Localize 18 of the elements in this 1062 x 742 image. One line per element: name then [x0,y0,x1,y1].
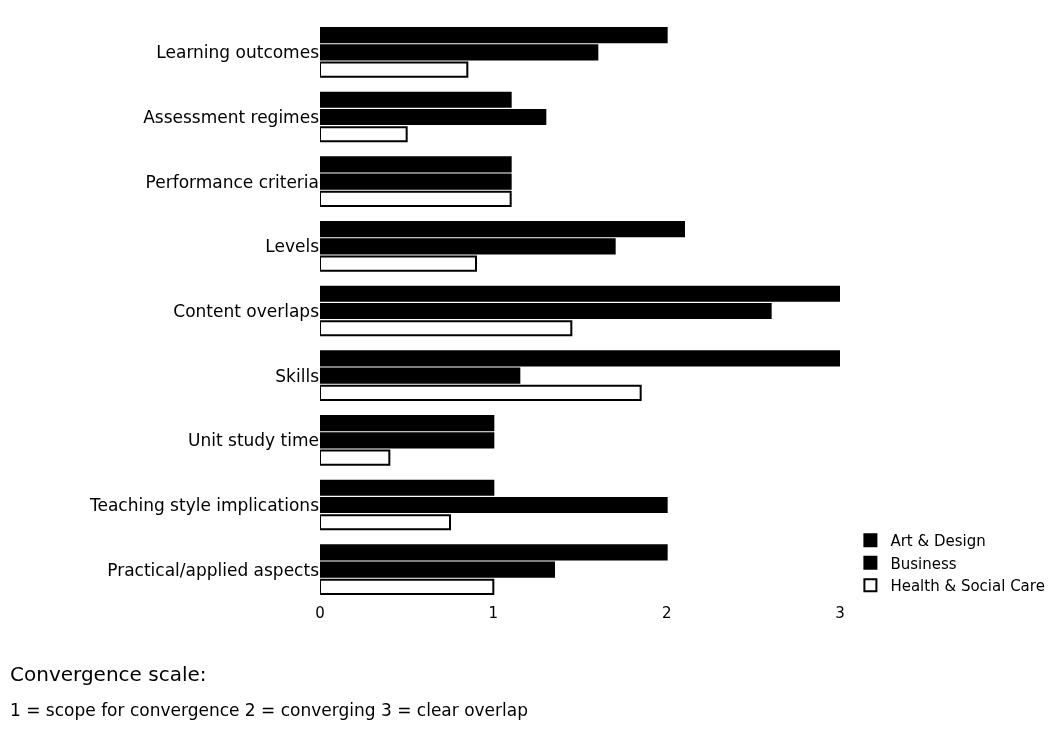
y-tick-label: Learning outcomes [156,42,320,63]
x-tick-label: 0 [315,604,325,622]
legend-label: Business [890,554,957,573]
x-tick-label: 1 [488,604,499,622]
y-tick-label: Practical/applied aspects [107,559,320,580]
legend-label: Health & Social Care [890,577,1045,596]
text: 1 = scope for convergence 2 = converging 3 = clear overlap [10,700,529,720]
y-tick-label: Teaching style implications [88,494,320,515]
text: Convergence scale: [10,662,207,686]
x-tick-label: 2 [661,604,672,622]
y-tick-label: Skills [275,365,320,386]
x-tick-label: 3 [835,604,845,622]
y-tick-label: Performance criteria [145,171,319,192]
y-tick-label: Unit study time [188,430,319,451]
y-tick-label: Content overlaps [173,300,320,321]
y-tick-label: Assessment regimes [143,106,320,127]
y-tick-label: Levels [265,236,320,257]
legend-label: Art & Design [890,532,986,551]
